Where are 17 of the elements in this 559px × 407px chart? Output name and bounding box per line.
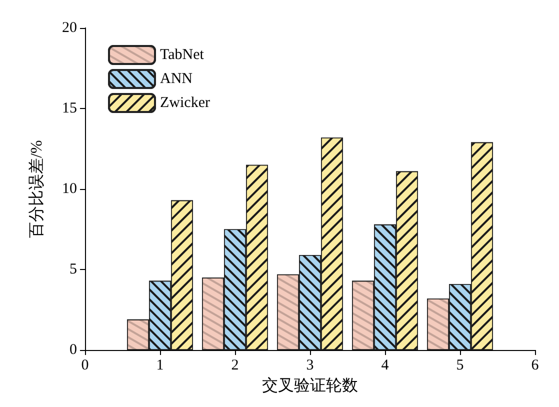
legend-label: ANN	[160, 71, 193, 87]
x-tick-label: 1	[156, 358, 164, 374]
x-tick-label: 4	[381, 358, 390, 374]
legend-label: Zwicker	[160, 95, 210, 111]
x-tick-label: 5	[456, 358, 464, 374]
y-tick-label: 15	[62, 100, 77, 116]
y-tick-label: 10	[62, 181, 77, 197]
x-axis-title: 交叉验证轮数	[262, 376, 358, 394]
legend-label: TabNet	[160, 47, 205, 63]
y-tick-label: 5	[70, 262, 77, 278]
x-tick-label: 0	[81, 358, 89, 374]
x-tick-label: 2	[231, 358, 239, 374]
y-tick-label: 20	[62, 20, 77, 36]
y-tick-label: 0	[70, 342, 77, 358]
x-tick-label: 3	[306, 358, 314, 374]
x-tick-label: 6	[531, 358, 540, 374]
y-axis-title: 百分比误差/%	[28, 140, 46, 238]
